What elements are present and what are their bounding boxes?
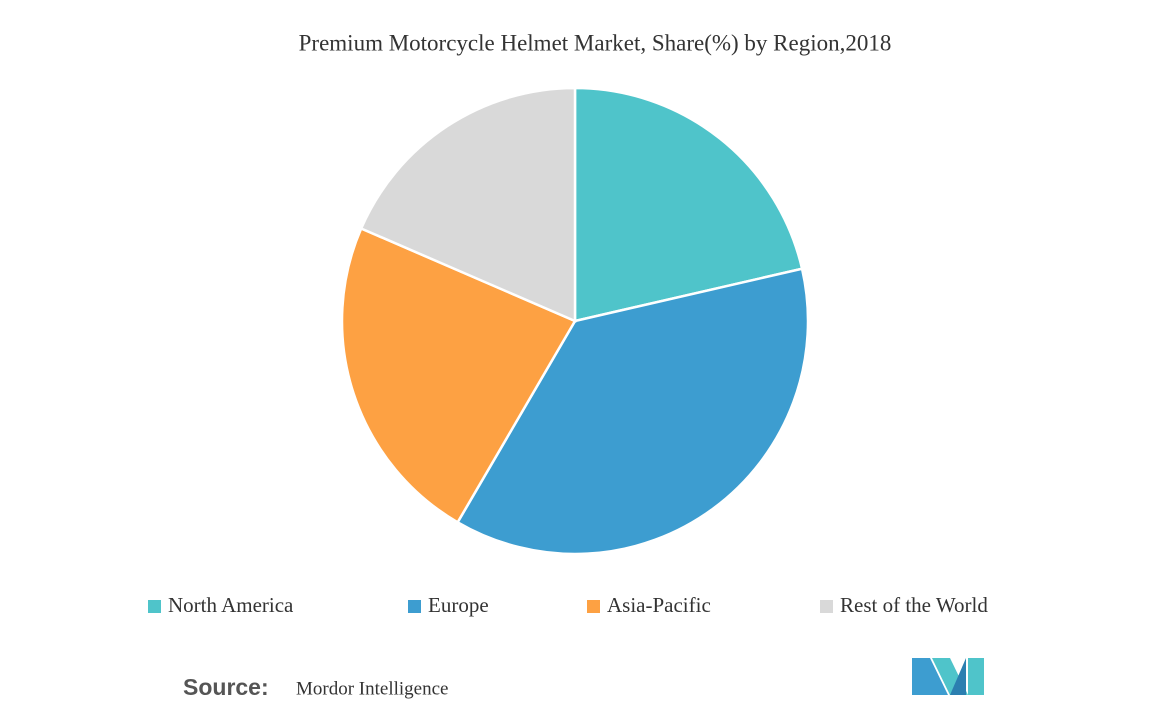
logo-part: [912, 658, 948, 695]
pie-slice: [359, 86, 577, 323]
logo-part: [968, 658, 984, 695]
legend-label: Europe: [428, 593, 489, 617]
legend-label: Rest of the World: [840, 593, 988, 617]
pie: [340, 86, 810, 556]
logo: [912, 658, 984, 695]
legend-label: Asia-Pacific: [607, 593, 711, 617]
legend: North America Europe Asia-Pacific Rest of t…: [148, 593, 988, 617]
logo-part: [950, 658, 966, 695]
chart-title: Premium Motorcycle Helmet Market, Share(…: [299, 30, 892, 55]
legend-swatch: [408, 600, 421, 613]
legend-swatch: [820, 600, 833, 613]
pie-slice: [455, 267, 810, 556]
pie-slice: [340, 226, 577, 525]
source-label: Source:: [183, 674, 269, 700]
legend-swatch: [148, 600, 161, 613]
source-text: Mordor Intelligence: [296, 678, 448, 699]
legend-swatch: [587, 600, 600, 613]
legend-label: North America: [168, 593, 294, 617]
pie-slice: [573, 86, 804, 323]
